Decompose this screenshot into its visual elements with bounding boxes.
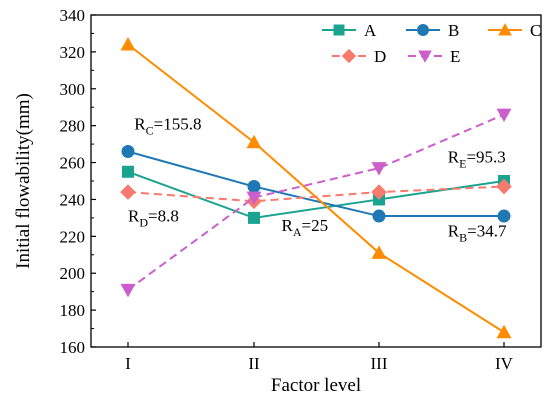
y-tick-label: 260 — [60, 154, 86, 173]
y-tick-label: 220 — [60, 227, 86, 246]
series-line — [127, 185, 505, 203]
series-line — [127, 113, 505, 291]
annotation-value: =155.8 — [154, 114, 202, 133]
legend-item-a: A — [322, 21, 377, 40]
annotation-value: =25 — [302, 216, 329, 235]
annotation-value: =34.7 — [467, 221, 507, 240]
plot-frame — [90, 14, 542, 348]
marker-triangle-up — [120, 37, 136, 51]
marker-diamond — [496, 178, 512, 195]
legend-item-b: B — [406, 21, 459, 40]
annotation-main: R — [448, 148, 460, 167]
series-layer — [120, 37, 512, 339]
y-tick-label: 300 — [60, 80, 86, 99]
legend-item-e: E — [408, 47, 460, 66]
legend-label: A — [364, 21, 377, 40]
x-tick-label: I — [125, 354, 131, 373]
y-tick-label: 280 — [60, 117, 86, 136]
marker-circle — [372, 209, 386, 223]
series-d — [120, 178, 512, 210]
x-tick-label: IV — [495, 354, 514, 373]
annotation-r-a: RA=25 — [282, 216, 329, 239]
series-e — [120, 108, 512, 298]
y-tick-label: 320 — [60, 43, 86, 62]
marker-diamond — [371, 184, 387, 200]
annotation-subscript: B — [459, 230, 467, 244]
annotation-subscript: E — [459, 157, 466, 171]
annotation-value: =95.3 — [466, 148, 505, 167]
marker-triangle-down — [120, 283, 136, 298]
marker-circle — [247, 180, 261, 194]
legend-label: E — [450, 47, 460, 66]
y-tick-label: 240 — [60, 190, 86, 209]
y-tick-label: 200 — [60, 264, 86, 283]
series-b — [121, 144, 511, 223]
series-line — [127, 150, 504, 218]
marker-triangle-down — [496, 108, 512, 123]
marker-triangle-down — [418, 50, 432, 63]
marker-triangle-down — [371, 162, 387, 176]
marker-triangle-up — [496, 324, 512, 339]
y-tick-label: 160 — [60, 338, 86, 357]
x-axis-title: Factor level — [271, 375, 361, 396]
annotation-r-b: RB=34.7 — [448, 221, 507, 244]
y-axis-title: Initial flowability(mm) — [13, 93, 34, 269]
legend-item-d: D — [332, 47, 386, 66]
legend-label: B — [448, 21, 459, 40]
legend-label: D — [374, 47, 386, 66]
annotation-subscript: C — [146, 123, 154, 137]
annotation-r-c: RC=155.8 — [134, 114, 201, 137]
annotation-subscript: D — [139, 216, 148, 230]
marker-diamond — [341, 48, 357, 64]
annotation-r-d: RD=8.8 — [128, 207, 179, 230]
legend-item-c: C — [488, 21, 541, 40]
marker-square — [333, 24, 345, 36]
annotation-main: R — [128, 207, 140, 226]
x-tick-label: II — [248, 354, 260, 373]
y-tick-label: 180 — [60, 301, 86, 320]
annotation-r-e: RE=95.3 — [448, 148, 506, 171]
marker-circle — [417, 24, 429, 36]
marker-square — [122, 165, 134, 178]
annotation-main: R — [282, 216, 294, 235]
y-tick-label: 340 — [60, 6, 86, 25]
legend: A B C D E — [322, 21, 541, 66]
marker-diamond — [120, 184, 136, 200]
x-tick-label: III — [371, 354, 388, 373]
marker-triangle-up — [371, 245, 387, 259]
marker-circle — [121, 144, 135, 158]
annotation-main: R — [134, 114, 146, 133]
annotation-subscript: A — [293, 225, 302, 239]
legend-label: C — [530, 21, 541, 40]
marker-square — [248, 211, 260, 224]
marker-triangle-down — [246, 191, 262, 206]
marker-triangle-up — [498, 23, 512, 36]
annotation-value: =8.8 — [148, 207, 179, 226]
marker-circle — [497, 209, 511, 223]
series-line — [127, 170, 505, 219]
annotation-main: R — [448, 221, 460, 240]
marker-triangle-up — [246, 134, 262, 149]
